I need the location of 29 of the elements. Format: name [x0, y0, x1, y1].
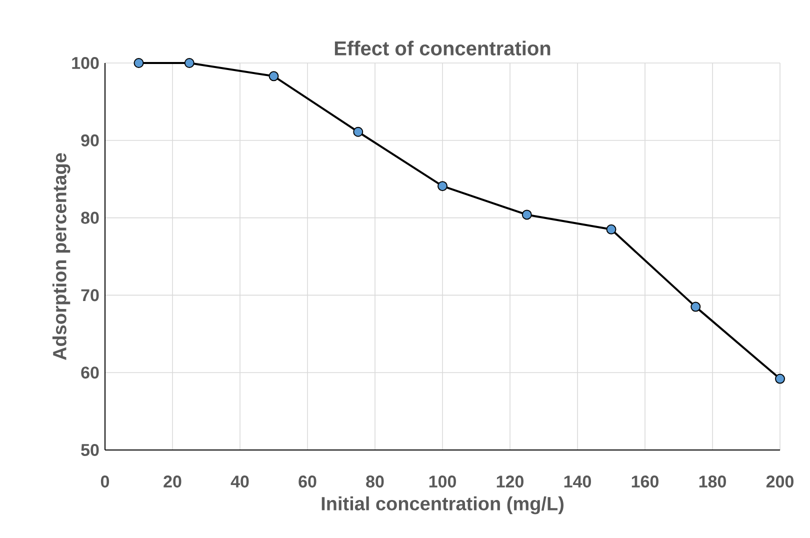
point — [134, 58, 144, 68]
x-tick-label: 60 — [298, 476, 316, 488]
point — [268, 71, 279, 82]
point — [184, 58, 194, 68]
x-tick-label: 20 — [164, 476, 182, 488]
point — [690, 302, 701, 312]
point — [438, 181, 448, 192]
x-axis-title: Initial concentration (mg/L) — [322, 496, 564, 514]
point — [606, 224, 616, 234]
y-tick-label: 60 — [81, 366, 99, 379]
point — [775, 374, 786, 384]
chart-title: Effect of concentration — [334, 40, 550, 56]
x-tick-label: 180 — [699, 476, 726, 488]
point — [522, 210, 532, 220]
x-tick-label: 160 — [632, 476, 658, 488]
point — [353, 126, 364, 137]
x-tick-label: 120 — [496, 476, 524, 488]
x-tick-label: 80 — [366, 476, 384, 488]
x-tick-label: 40 — [230, 476, 249, 488]
y-tick-label: 50 — [81, 444, 99, 456]
y-tick-label: 80 — [81, 212, 99, 224]
y-tick-label: 100 — [72, 56, 99, 70]
y-tick-label: 70 — [81, 289, 99, 302]
x-tick-label: 140 — [564, 476, 591, 488]
x-tick-label: 100 — [429, 476, 456, 488]
x-tick-label: 200 — [766, 476, 794, 488]
y-axis-title: Adsorption percentage — [52, 153, 70, 360]
y-tick-label: 90 — [81, 134, 99, 146]
x-tick-label: 0 — [100, 476, 110, 488]
